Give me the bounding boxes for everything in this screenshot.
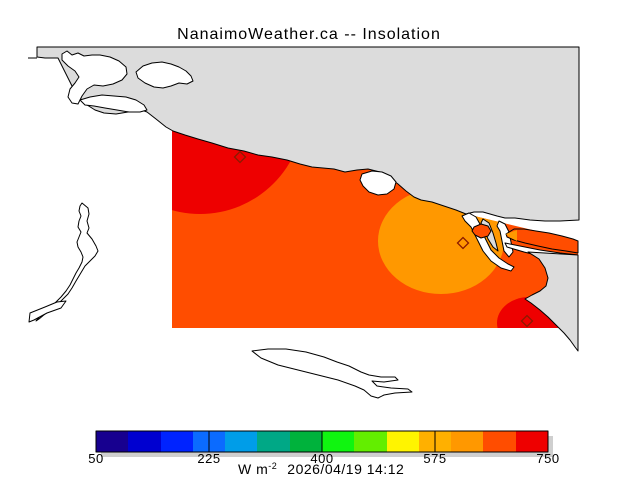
colorbar-label-750: 750	[536, 451, 559, 466]
island-strip-low-tip	[506, 230, 517, 241]
coastal-bay	[359, 170, 397, 196]
colorbar-label-225: 225	[197, 451, 220, 466]
small-island	[471, 223, 492, 239]
mainland-landmass	[36, 46, 580, 222]
colorbar-segment	[516, 431, 548, 452]
sechelt-inlet	[135, 61, 194, 89]
colorbar-label-50: 50	[88, 451, 103, 466]
colorbar-segment	[161, 431, 193, 452]
colorbar-segment	[387, 431, 419, 452]
colorbar-segment	[96, 431, 128, 452]
colorbar-label-400: 400	[310, 451, 333, 466]
lasqueti-island-outline	[28, 300, 67, 323]
page-title: NanaimoWeather.ca -- Insolation	[177, 26, 441, 43]
inlet-channel	[79, 94, 148, 113]
colorbar-segment	[257, 431, 290, 452]
colorbar-segment	[322, 431, 354, 452]
station-marker-center	[456, 236, 470, 250]
station-marker-se	[520, 314, 534, 328]
colorbar-segment	[290, 431, 322, 452]
colorbar-segment	[483, 431, 516, 452]
gabriola-island-outline	[251, 348, 413, 399]
colorbar-caption: W m-2 2026/04/19 14:12	[238, 461, 404, 477]
colorbar-segment	[354, 431, 387, 452]
datetime-label: 2026/04/19 14:12	[287, 461, 404, 477]
island-strip	[505, 228, 579, 254]
unit-label: W m	[238, 461, 268, 477]
colorbar-label-575: 575	[423, 451, 446, 466]
colorbar-segment	[225, 431, 257, 452]
colorbar-segment	[128, 431, 161, 452]
colorbar	[95, 430, 553, 457]
unit-exponent: -2	[268, 461, 277, 471]
southeast-landmass	[524, 251, 579, 352]
insolation-blob-northwest-high	[172, 131, 304, 214]
station-markers	[233, 150, 534, 328]
jervis-inlet	[61, 50, 128, 105]
station-marker-nw	[233, 150, 247, 164]
texada-island-outline	[35, 202, 99, 322]
colorbar-segment	[451, 431, 483, 452]
